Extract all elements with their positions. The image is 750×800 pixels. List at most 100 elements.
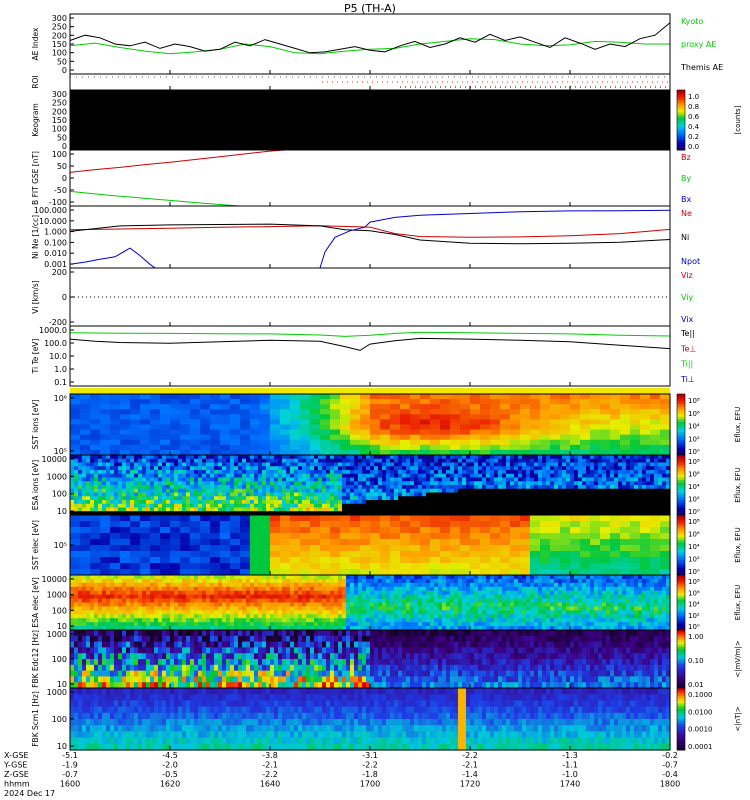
sst_ion-colorbar-tick: 10⁶ bbox=[688, 410, 700, 418]
roi-markers bbox=[70, 76, 670, 88]
bfield-ytick-label: -100 bbox=[49, 198, 67, 207]
density-ytick-label: 0.001 bbox=[44, 260, 67, 269]
ae-legend-label: Themis AE bbox=[680, 63, 723, 72]
density-legend-label: Ne bbox=[681, 209, 692, 218]
density-ytick-label: 1.000 bbox=[44, 228, 67, 237]
ae-series-themis-ae bbox=[69, 22, 671, 54]
ephemeris-row-label: X-GSE bbox=[4, 751, 29, 760]
ae-ytick-label: 100 bbox=[52, 49, 67, 58]
temperature-ytick-label: 1000.0 bbox=[39, 326, 67, 335]
temperature-ytick-label: 0.1 bbox=[54, 378, 67, 387]
keogram-ytick-label: 200 bbox=[52, 107, 67, 116]
ephemeris-value: -1.4 bbox=[462, 770, 478, 779]
sst_ion-colorbar-tick: 10⁴ bbox=[688, 423, 700, 431]
bfield-ytick-label: 50 bbox=[57, 162, 67, 171]
ephemeris-value: 1800 bbox=[660, 780, 680, 789]
fbk_e-ytick-label: 1000 bbox=[47, 630, 67, 639]
keogram-colorbar bbox=[676, 89, 686, 151]
temperature-ytick-label: 1.0 bbox=[54, 365, 67, 374]
density-ytick-label: 0.010 bbox=[44, 249, 67, 258]
density-panel-frame bbox=[69, 205, 671, 269]
sst_elec-ytick-label: 10⁵ bbox=[54, 541, 67, 550]
bfield-ytick-label: -50 bbox=[54, 186, 67, 195]
velocity-legend-label: Viz bbox=[681, 271, 693, 280]
ephemeris-value: 1620 bbox=[160, 780, 180, 789]
esa_ion-colorbar-tick: 10⁸ bbox=[688, 458, 700, 466]
temperature-legend-label: Ti⊥ bbox=[680, 375, 695, 384]
ephemeris-value: -1.3 bbox=[562, 751, 578, 760]
keogram-colorbar-tick: 0.2 bbox=[688, 133, 699, 141]
bfield-series-by bbox=[69, 190, 241, 207]
ephemeris-value: -0.2 bbox=[662, 751, 678, 760]
sst_ion-ytick-label: 10⁵ bbox=[54, 447, 67, 456]
bfield-legend-label: Bx bbox=[681, 195, 691, 204]
ephemeris-value: -3.1 bbox=[362, 751, 378, 760]
fbk_b-colorbar-label: <|nT|> bbox=[734, 706, 742, 731]
sst_elec-spectrogram bbox=[70, 515, 671, 576]
esa_elec-ylabel: ESA elec [eV] bbox=[31, 577, 40, 628]
bfield-legend-label: By bbox=[681, 174, 691, 183]
fbk_b-ylabel: FBK Scm1 [Hz] bbox=[31, 691, 40, 747]
fbk_b-colorbar-tick: 0.0100 bbox=[688, 708, 713, 716]
ae-ytick-label: 0 bbox=[62, 66, 67, 75]
esa_elec-colorbar-tick: 10⁰ bbox=[688, 623, 700, 631]
ae-ytick-label: 50 bbox=[57, 57, 67, 66]
fbk_b-ytick-label: 100 bbox=[52, 715, 67, 724]
ephemeris-value: -2.2 bbox=[262, 770, 278, 779]
density-ylabel: Ni Ne [1/cc] bbox=[31, 215, 40, 259]
esa_ion-colorbar-tick: 10² bbox=[688, 496, 700, 504]
temperature-legend-label: Te⊥ bbox=[680, 344, 696, 353]
esa_elec-colorbar-tick: 10⁴ bbox=[688, 601, 700, 609]
keogram-ytick-label: 150 bbox=[52, 116, 67, 125]
esa_elec-colorbar bbox=[676, 574, 686, 631]
temperature-series-ti- bbox=[69, 331, 671, 337]
ephemeris-value: -2.1 bbox=[462, 761, 478, 770]
fbk_b-spectrogram bbox=[70, 688, 671, 751]
velocity-legend-label: Vix bbox=[681, 315, 694, 324]
keogram-ytick-label: 250 bbox=[52, 99, 67, 108]
velocity-ytick-label: 200 bbox=[52, 268, 67, 277]
ephemeris-row-label: Y-GSE bbox=[3, 761, 27, 770]
keogram-colorbar-tick: 0.0 bbox=[688, 143, 699, 151]
sst_elec-colorbar-tick: 10⁶ bbox=[688, 531, 700, 539]
ae-ytick-label: 300 bbox=[52, 14, 67, 23]
density-ytick-label: 0.100 bbox=[44, 238, 67, 247]
ephemeris-value: 1640 bbox=[260, 780, 280, 789]
temperature-ytick-label: 10.0 bbox=[49, 352, 67, 361]
esa_ion-ytick-label: 10000 bbox=[42, 455, 67, 464]
fbk_e-colorbar-tick: 0.01 bbox=[688, 681, 704, 689]
date-label: 2024 Dec 17 bbox=[4, 789, 55, 798]
velocity-ylabel: Vi [km/s] bbox=[31, 280, 40, 313]
fbk_e-colorbar-label: <|mV/m|> bbox=[734, 640, 742, 677]
ae-legend-label: Kyoto bbox=[681, 17, 703, 26]
fbk_e-spectrogram bbox=[70, 630, 671, 689]
ephemeris-value: -2.2 bbox=[462, 751, 478, 760]
sst_ion-colorbar-tick: 10² bbox=[688, 435, 700, 443]
sst_ion-spectrogram bbox=[70, 394, 671, 456]
ae-ylabel: AE Index bbox=[31, 27, 40, 60]
fbk_e-ylabel: FBK Edc12 [Hz] bbox=[31, 630, 40, 688]
keogram-ytick-label: 100 bbox=[52, 125, 67, 134]
esa_ion-ytick-label: 10 bbox=[57, 507, 67, 516]
esa_ion-ylabel: ESA ions [eV] bbox=[31, 460, 40, 511]
esa_ion-colorbar-tick: 10⁶ bbox=[688, 471, 700, 479]
ephemeris-value: -5.1 bbox=[62, 751, 78, 760]
fbk_b-colorbar-tick: 0.0001 bbox=[688, 743, 713, 751]
esa_ion-ytick-label: 100 bbox=[52, 490, 67, 499]
esa_elec-colorbar-tick: 10⁸ bbox=[688, 578, 700, 586]
ae-ytick-label: 200 bbox=[52, 31, 67, 40]
temperature-series-te- bbox=[69, 337, 671, 351]
fbk_e-colorbar-tick: 1.00 bbox=[688, 633, 704, 641]
ephemeris-value: -1.0 bbox=[562, 770, 578, 779]
bfield-legend-label: Bz bbox=[681, 153, 691, 162]
sst_ion-ytick-label: 10⁶ bbox=[54, 394, 67, 403]
ephemeris-value: -1.9 bbox=[62, 761, 78, 770]
keogram-ytick-label: 0 bbox=[62, 142, 67, 151]
esa_ion-ytick-label: 1000 bbox=[47, 472, 67, 481]
fbk_b-colorbar bbox=[676, 687, 686, 751]
velocity-ytick-label: -200 bbox=[49, 318, 67, 327]
esa_elec-ytick-label: 10000 bbox=[42, 575, 67, 584]
ephemeris-value: -4.5 bbox=[162, 751, 178, 760]
ephemeris-value: -2.0 bbox=[162, 761, 178, 770]
